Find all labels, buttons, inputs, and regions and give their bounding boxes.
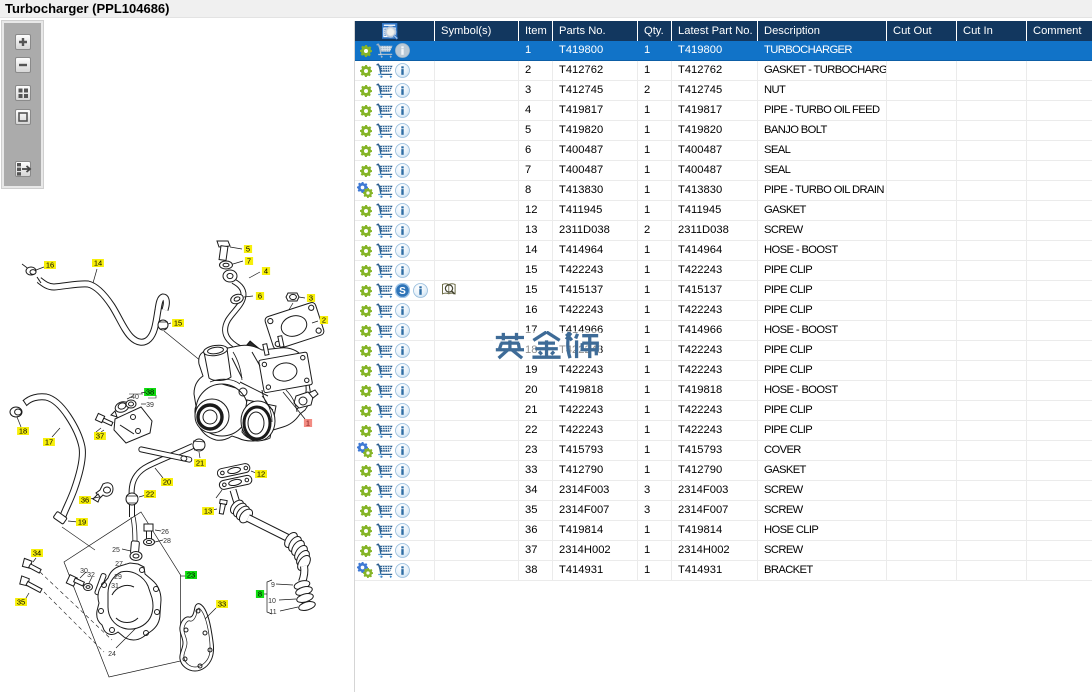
svg-text:27: 27 bbox=[115, 561, 123, 568]
svg-text:31: 31 bbox=[111, 583, 119, 590]
svg-text:6: 6 bbox=[258, 292, 262, 301]
svg-text:9: 9 bbox=[271, 582, 275, 589]
svg-text:32: 32 bbox=[87, 572, 95, 579]
svg-text:2: 2 bbox=[322, 316, 326, 325]
svg-text:40: 40 bbox=[131, 394, 139, 401]
svg-text:11: 11 bbox=[269, 609, 276, 616]
svg-text:23: 23 bbox=[187, 571, 195, 580]
svg-text:13: 13 bbox=[204, 507, 212, 516]
svg-text:8: 8 bbox=[258, 590, 262, 599]
svg-text:37: 37 bbox=[96, 432, 104, 441]
svg-text:1: 1 bbox=[306, 419, 310, 428]
svg-text:14: 14 bbox=[94, 259, 102, 268]
svg-text:12: 12 bbox=[257, 470, 265, 479]
svg-text:24: 24 bbox=[108, 651, 116, 658]
svg-text:10: 10 bbox=[268, 598, 276, 605]
svg-text:4: 4 bbox=[264, 267, 268, 276]
svg-text:20: 20 bbox=[163, 478, 171, 487]
svg-text:33: 33 bbox=[218, 600, 226, 609]
svg-text:30: 30 bbox=[80, 568, 88, 575]
svg-text:29: 29 bbox=[114, 574, 122, 581]
svg-text:19: 19 bbox=[78, 518, 86, 527]
svg-text:28: 28 bbox=[163, 538, 171, 545]
svg-text:16: 16 bbox=[46, 261, 54, 270]
svg-text:39: 39 bbox=[146, 402, 154, 409]
svg-text:5: 5 bbox=[246, 245, 250, 254]
svg-text:36: 36 bbox=[81, 496, 89, 505]
svg-text:38: 38 bbox=[146, 388, 154, 397]
svg-text:18: 18 bbox=[19, 427, 27, 436]
svg-text:25: 25 bbox=[112, 547, 120, 554]
svg-text:17: 17 bbox=[45, 438, 53, 447]
svg-text:3: 3 bbox=[309, 294, 313, 303]
svg-text:22: 22 bbox=[146, 490, 154, 499]
svg-text:7: 7 bbox=[247, 257, 251, 266]
svg-text:34: 34 bbox=[33, 549, 41, 558]
svg-text:26: 26 bbox=[161, 529, 169, 536]
svg-text:21: 21 bbox=[196, 459, 204, 468]
svg-text:35: 35 bbox=[17, 598, 25, 607]
svg-text:15: 15 bbox=[174, 319, 182, 328]
